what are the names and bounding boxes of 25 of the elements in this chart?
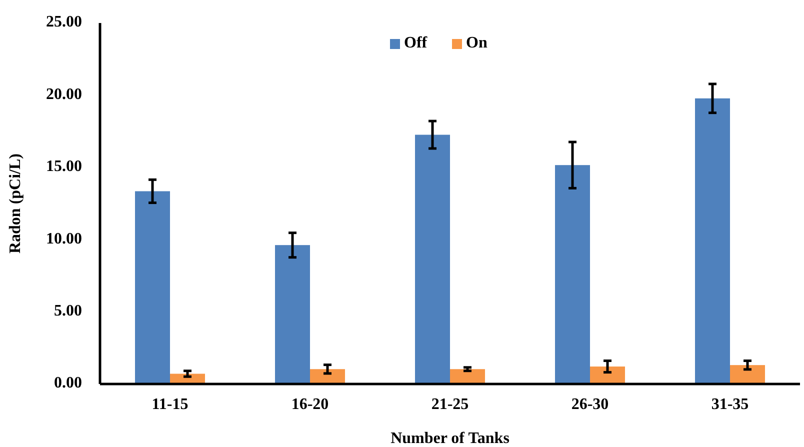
bar xyxy=(275,245,310,384)
legend-label: Off xyxy=(404,34,428,52)
legend-label: On xyxy=(466,34,488,52)
x-tick-label: 31-35 xyxy=(711,396,749,413)
y-tick-label: 0.00 xyxy=(54,374,82,392)
y-axis-title: Radon (pCi/L) xyxy=(7,153,24,254)
x-tick-label: 11-15 xyxy=(152,396,188,413)
x-tick-label: 21-25 xyxy=(431,396,469,413)
y-tick-label: 25.00 xyxy=(46,14,82,31)
y-tick-label: 20.00 xyxy=(46,86,82,103)
y-tick-label: 5.00 xyxy=(54,302,82,320)
x-axis-title: Number of Tanks xyxy=(390,430,510,447)
y-tick-label: 10.00 xyxy=(46,230,82,248)
bar xyxy=(450,369,485,384)
bar xyxy=(415,134,450,384)
x-tick-label: 26-30 xyxy=(571,396,609,413)
bar xyxy=(135,191,170,384)
bar xyxy=(310,369,345,384)
x-tick-label: 16-20 xyxy=(291,396,329,413)
bar xyxy=(555,165,590,384)
bar xyxy=(695,98,730,384)
bar xyxy=(730,365,765,384)
bar xyxy=(590,366,625,384)
bar xyxy=(170,374,205,384)
y-tick-label: 15.00 xyxy=(46,158,82,176)
